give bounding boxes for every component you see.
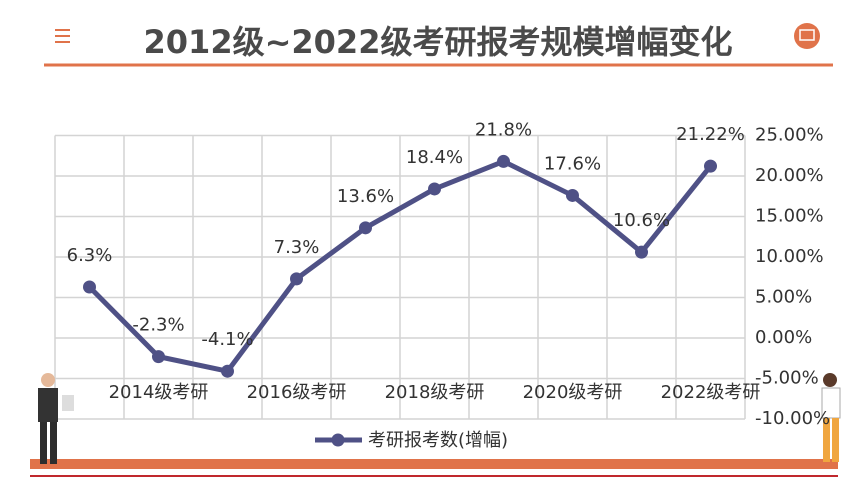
line xyxy=(87,158,713,374)
point xyxy=(497,154,510,168)
footer-bar xyxy=(30,459,838,469)
point xyxy=(290,272,303,286)
y-tick-label: 25.00% xyxy=(755,125,824,146)
data-label: 10.6% xyxy=(613,210,670,231)
y-tick-label: 10.00% xyxy=(755,246,824,267)
x-tick-label: 2018级考研 xyxy=(385,382,485,403)
data-label: -4.1% xyxy=(201,329,253,350)
y-tick-label: -5.00% xyxy=(755,368,819,389)
x-tick-label: 2020级考研 xyxy=(523,382,623,403)
data-label: 6.3% xyxy=(67,245,113,266)
legend-label: 考研报考数(增幅) xyxy=(368,430,508,451)
point xyxy=(566,188,579,202)
point xyxy=(428,182,441,196)
grid xyxy=(54,134,746,420)
data-label: 17.6% xyxy=(544,153,601,174)
point xyxy=(152,350,165,364)
menu-icon[interactable] xyxy=(55,29,70,43)
y-tick-label: 20.00% xyxy=(755,165,824,186)
point xyxy=(221,364,234,378)
point xyxy=(359,221,372,235)
y-tick-label: 5.00% xyxy=(755,287,812,308)
legend-marker xyxy=(331,433,345,447)
x-tick-label: 2014级考研 xyxy=(109,382,209,403)
data-label: 21.8% xyxy=(475,119,532,140)
man-figure xyxy=(38,373,74,464)
data-label: 13.6% xyxy=(337,186,394,207)
point xyxy=(704,159,717,173)
woman-figure xyxy=(821,373,841,462)
data-label: 18.4% xyxy=(406,147,463,168)
y-tick-label: 15.00% xyxy=(755,206,824,227)
data-label: -2.3% xyxy=(132,315,184,336)
y-tick-label: -10.00% xyxy=(755,408,830,429)
point xyxy=(83,280,96,294)
data-label: 7.3% xyxy=(274,237,320,258)
point xyxy=(635,245,648,259)
x-tick-label: 2016级考研 xyxy=(247,382,347,403)
chat-icon[interactable] xyxy=(794,23,820,49)
x-tick-label: 2022级考研 xyxy=(661,382,761,403)
y-tick-label: 0.00% xyxy=(755,327,812,348)
data-label: 21.22% xyxy=(676,124,745,145)
chart-title: 2012级~2022级考研报考规模增幅变化 xyxy=(144,23,733,61)
